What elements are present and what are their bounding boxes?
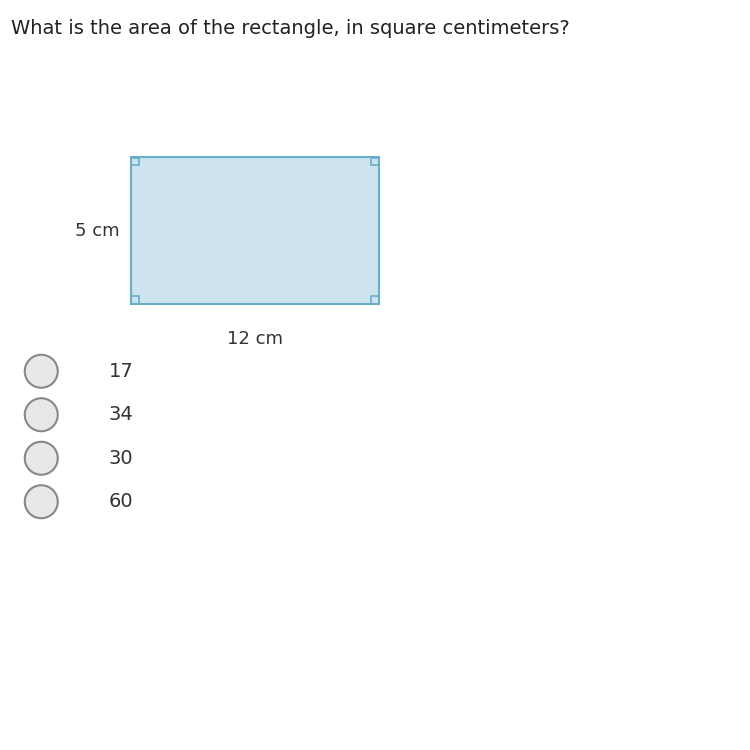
Bar — [131, 296, 139, 304]
Bar — [371, 296, 379, 304]
Text: 30: 30 — [109, 448, 134, 468]
Text: 34: 34 — [109, 405, 134, 424]
Bar — [371, 158, 379, 165]
Text: 5 cm: 5 cm — [75, 222, 120, 240]
Text: 12 cm: 12 cm — [227, 330, 283, 348]
Text: 17: 17 — [109, 362, 134, 381]
Circle shape — [25, 398, 58, 431]
Bar — [131, 158, 379, 304]
Text: 60: 60 — [109, 492, 134, 512]
Text: What is the area of the rectangle, in square centimeters?: What is the area of the rectangle, in sq… — [11, 19, 570, 38]
Circle shape — [25, 442, 58, 475]
Circle shape — [25, 485, 58, 518]
Circle shape — [25, 355, 58, 388]
Bar — [131, 158, 139, 165]
